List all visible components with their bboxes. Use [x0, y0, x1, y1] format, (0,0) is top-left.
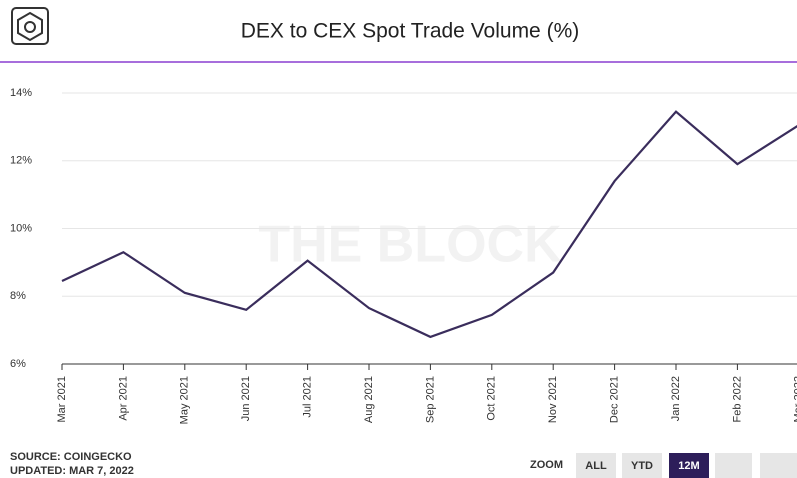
zoom-button-bg	[669, 453, 709, 478]
zoom-buttons: ALL YTD 12M	[576, 453, 797, 478]
logo	[11, 7, 49, 45]
y-tick-label: 10%	[10, 222, 32, 234]
x-tick-label: Mar 2021	[56, 376, 68, 422]
zoom-button-label: YTD	[631, 460, 653, 472]
x-tick-label: Jul 2021	[302, 376, 314, 418]
zoom-button-label: ALL	[585, 460, 607, 472]
zoom-button-bg	[622, 453, 662, 478]
x-tick-label: Oct 2021	[486, 376, 498, 421]
zoom-button-empty[interactable]	[760, 453, 797, 478]
zoom-button-empty[interactable]	[715, 453, 752, 478]
watermark: THE BLOCK	[258, 216, 562, 274]
data-line	[61, 110, 797, 339]
zoom-button-label: 12M	[678, 460, 699, 472]
x-tick-label: Jun 2021	[240, 376, 252, 421]
x-tick-label: Apr 2021	[117, 376, 129, 421]
x-tick-label: Sep 2021	[424, 376, 436, 423]
x-tick-label: Feb 2022	[731, 376, 743, 422]
chart-title: DEX to CEX Spot Trade Volume (%)	[241, 20, 579, 43]
zoom-button-bg	[576, 453, 616, 478]
x-tick-label: May 2021	[179, 376, 191, 424]
x-tick-label: Mar 2022	[793, 376, 797, 422]
source: SOURCE: COINGECKO	[10, 451, 132, 463]
x-tick-label: Aug 2021	[363, 376, 375, 423]
zoom-button[interactable]: YTD	[622, 453, 662, 478]
y-tick-label: 8%	[10, 290, 26, 302]
zoom-button[interactable]: 12M	[669, 453, 709, 478]
updated: UPDATED: MAR 7, 2022	[10, 465, 134, 477]
zoom-button[interactable]: ALL	[576, 453, 616, 478]
axes: 6% 8% 10% 12% 14% Mar 2021 Apr 2021 May 2021 Jun…	[10, 87, 797, 424]
y-tick-label: 6%	[10, 358, 26, 370]
x-tick-label: Nov 2021	[547, 376, 559, 423]
y-tick-label: 14%	[10, 87, 32, 99]
y-tick-label: 12%	[10, 155, 32, 167]
zoom-label: ZOOM	[530, 459, 563, 471]
x-tick-label: Jan 2022	[670, 376, 682, 421]
x-tick-label: Dec 2021	[609, 376, 621, 423]
